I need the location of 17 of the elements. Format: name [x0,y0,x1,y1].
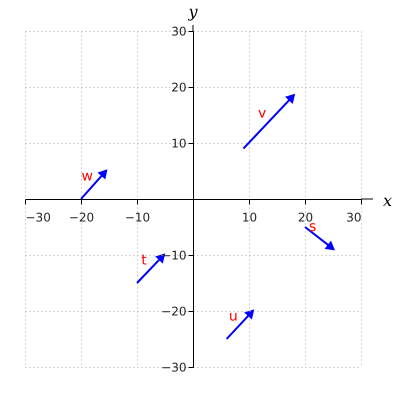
x-tick-label: −20 [68,210,94,224]
x-tick-label: −10 [124,210,150,224]
series-label: t [141,252,148,268]
series-label: v [258,105,266,122]
series-label: w [81,168,93,184]
y-tick-label: 10 [171,136,186,150]
y-tick-label: −30 [161,360,186,374]
x-tick-label: 10 [242,210,258,224]
x-tick-label: 30 [346,210,362,224]
y-axis-title: y [187,2,198,21]
series-label: u [228,308,238,324]
x-tick-label: 20 [298,210,314,224]
y-tick-label: −20 [161,304,186,318]
x-tick-label: −30 [26,210,51,224]
y-tick-label: 20 [171,80,186,94]
y-tick-label: 30 [171,24,186,38]
x-axis-title: x [383,191,392,210]
